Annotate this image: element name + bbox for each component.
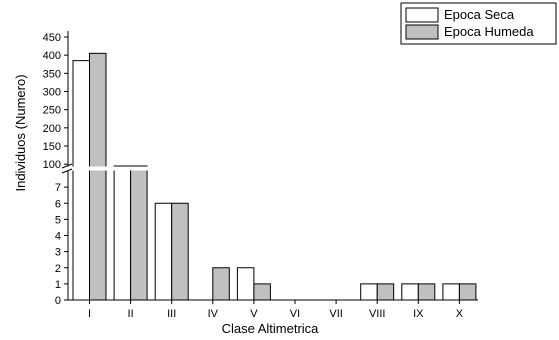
x-tick-label-VII: VII	[329, 308, 342, 320]
x-tick-label-IV: IV	[208, 308, 219, 320]
bar-humeda-IV	[212, 267, 230, 301]
y-tick-label-100: 100	[43, 159, 61, 171]
bar-seca-III	[154, 202, 173, 301]
bar-seca-V	[236, 267, 255, 301]
bar-seca-II	[113, 165, 132, 301]
x-tick-label-IX: IX	[413, 308, 424, 320]
bar-humeda-II	[130, 165, 148, 301]
bar-humeda-III	[171, 202, 189, 301]
y-tick-label-350: 350	[43, 68, 61, 80]
legend-label-humeda: Epoca Humeda	[444, 24, 534, 39]
y-tick-label-4: 4	[55, 231, 61, 243]
legend-swatch-humeda	[405, 24, 439, 40]
x-tick-label-VIII: VIII	[369, 308, 386, 320]
bar-humeda-I	[89, 52, 107, 301]
bar-seca-IX	[401, 283, 419, 301]
bar-humeda-VIII	[376, 283, 395, 301]
y-tick-label-2: 2	[55, 263, 61, 275]
y-tick-label-450: 450	[43, 32, 61, 44]
x-tick-label-VI: VI	[290, 308, 300, 320]
bar-seca-I	[72, 60, 90, 301]
y-tick-label-5: 5	[55, 214, 61, 226]
legend: Epoca Seca Epoca Humeda	[400, 2, 557, 45]
x-axis-title: Clase Altimetrica	[222, 321, 320, 336]
legend-swatch-seca	[405, 7, 439, 23]
axis-break-mark-lower	[61, 168, 73, 174]
x-tick-label-I: I	[88, 308, 91, 320]
y-tick-label-0: 0	[55, 295, 61, 307]
axis-break-mark-upper	[61, 163, 73, 169]
y-tick-label-250: 250	[43, 105, 61, 117]
x-tick-label-III: III	[167, 308, 176, 320]
y-tick-label-7: 7	[55, 182, 61, 194]
y-tick-label-3: 3	[55, 247, 61, 259]
axis-break-gap	[60, 166, 185, 171]
y-tick-label-6: 6	[55, 198, 61, 210]
bar-humeda-IX	[417, 283, 436, 301]
y-tick-label-150: 150	[43, 141, 61, 153]
bar-seca-VIII	[360, 283, 378, 301]
x-tick-label-II: II	[128, 308, 134, 320]
y-tick-label-200: 200	[43, 123, 61, 135]
bars-layer	[72, 52, 477, 301]
y-tick-label-300: 300	[43, 87, 61, 99]
y-axis-title: Individuos (Numero)	[13, 74, 28, 191]
x-tick-label-V: V	[250, 308, 258, 320]
x-tick-label-X: X	[456, 308, 464, 320]
y-tick-label-400: 400	[43, 50, 61, 62]
bar-humeda-V	[253, 283, 271, 301]
bar-seca-X	[442, 283, 460, 301]
y-tick-label-1: 1	[55, 279, 61, 291]
bar-humeda-X	[458, 283, 477, 301]
legend-label-seca: Epoca Seca	[444, 7, 515, 22]
